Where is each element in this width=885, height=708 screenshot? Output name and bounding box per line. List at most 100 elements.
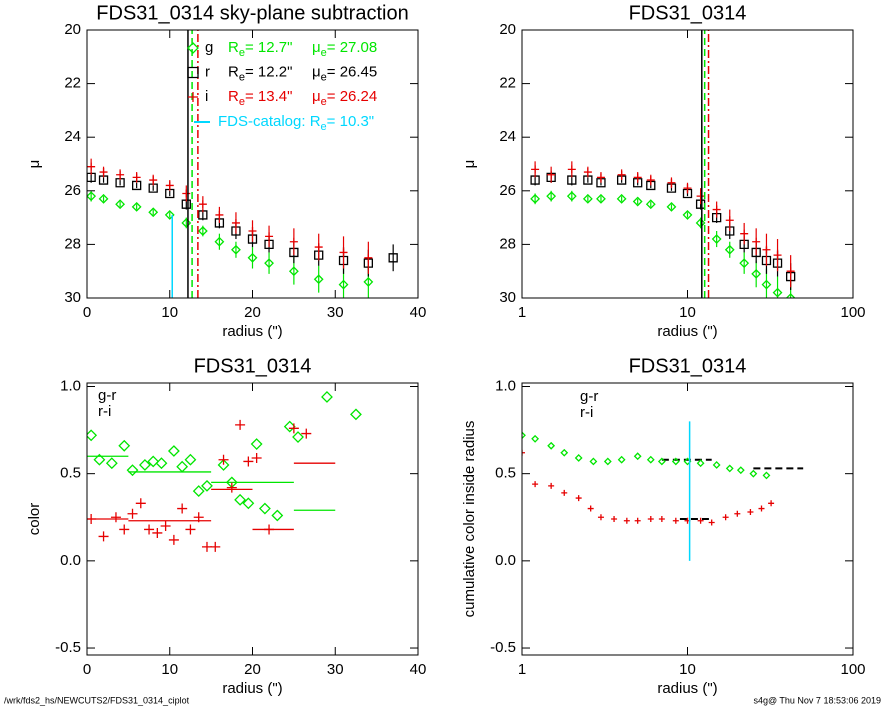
- y-axis-label: cumulative color inside radius: [461, 421, 478, 618]
- x-tick-label: 30: [327, 304, 344, 321]
- y-tick-label: 0.5: [495, 465, 516, 482]
- marker: [165, 181, 174, 190]
- y-tick-label: 28: [64, 235, 81, 252]
- marker: [616, 193, 627, 204]
- marker: [582, 193, 593, 204]
- marker: [235, 419, 246, 430]
- x-tick-label: 40: [410, 661, 427, 678]
- marker: [747, 509, 754, 516]
- marker: [762, 245, 771, 254]
- marker: [617, 170, 626, 179]
- marker: [574, 454, 583, 462]
- marker: [314, 250, 324, 260]
- marker: [736, 466, 745, 475]
- marker: [193, 512, 204, 523]
- marker: [695, 218, 706, 228]
- marker: [560, 448, 569, 457]
- marker: [288, 266, 299, 277]
- marker: [127, 508, 138, 519]
- y-tick-label: -0.5: [55, 639, 81, 656]
- y-tick-label: 1.0: [495, 377, 516, 394]
- marker: [135, 498, 146, 509]
- footer-path: /wrk/fds2_hs/NEWCUTS2/FDS31_0314_ciplot: [4, 695, 190, 705]
- y-axis-label: μ: [461, 160, 478, 169]
- marker: [739, 258, 750, 269]
- legend-text-part: = 26.24: [327, 88, 377, 105]
- y-tick-label: 24: [499, 128, 516, 145]
- marker: [722, 514, 729, 521]
- marker: [105, 457, 118, 470]
- marker: [583, 168, 592, 177]
- marker: [184, 453, 197, 466]
- legend-name: r: [205, 63, 210, 80]
- marker: [167, 445, 180, 457]
- legend-name: r-i: [98, 403, 111, 420]
- marker: [198, 200, 207, 209]
- marker: [116, 170, 125, 179]
- y-tick-label: 22: [499, 75, 516, 92]
- y-tick-label: 26: [499, 182, 516, 199]
- marker: [567, 165, 576, 174]
- marker: [321, 391, 333, 403]
- marker: [712, 205, 721, 214]
- legend-text-part: = 26.45: [327, 63, 377, 80]
- marker: [242, 497, 255, 510]
- marker: [247, 252, 258, 263]
- marker: [363, 277, 374, 287]
- marker: [264, 258, 274, 269]
- marker: [597, 514, 604, 521]
- marker: [338, 279, 349, 290]
- chart-title: FDS31_0314: [194, 355, 312, 377]
- legend-text-part: μ: [312, 88, 321, 105]
- marker: [115, 178, 125, 188]
- marker: [711, 212, 722, 223]
- marker: [177, 503, 188, 514]
- marker: [749, 469, 758, 478]
- marker: [350, 408, 362, 421]
- marker: [198, 210, 208, 220]
- x-tick-label: 20: [244, 304, 261, 321]
- marker: [616, 175, 627, 185]
- marker: [725, 216, 734, 225]
- marker: [683, 184, 692, 193]
- marker: [132, 180, 142, 191]
- x-tick-label: 10: [679, 661, 696, 678]
- marker: [248, 227, 257, 235]
- marker: [762, 471, 771, 480]
- marker: [646, 180, 656, 191]
- marker: [271, 509, 284, 522]
- marker: [768, 500, 775, 507]
- y-tick-label: 30: [64, 289, 81, 306]
- marker: [566, 191, 577, 202]
- marker: [603, 457, 612, 466]
- marker: [93, 453, 106, 466]
- marker: [589, 457, 598, 466]
- marker: [646, 176, 655, 185]
- marker: [181, 218, 192, 228]
- marker: [647, 516, 654, 522]
- marker: [596, 173, 605, 182]
- marker: [646, 455, 655, 464]
- plot-area: [87, 391, 362, 552]
- marker: [546, 191, 557, 202]
- y-tick-label: 22: [64, 75, 81, 92]
- marker: [192, 485, 205, 498]
- marker: [712, 461, 721, 469]
- marker: [247, 234, 258, 244]
- marker: [231, 226, 241, 236]
- chart-title: FDS31_0314: [629, 355, 747, 377]
- marker: [772, 258, 783, 268]
- legend-text-part: FDS-catalog: R: [218, 113, 321, 130]
- legend-text: FDS-catalog: Re= 10.3": [218, 113, 374, 133]
- marker: [185, 524, 196, 535]
- marker: [530, 193, 541, 204]
- x-axis-label: radius ("): [222, 680, 282, 697]
- x-tick-label: 10: [679, 304, 696, 321]
- marker: [751, 247, 761, 258]
- legend-text-part: = 13.4": [245, 88, 292, 105]
- marker: [301, 428, 312, 439]
- marker: [87, 429, 98, 442]
- marker: [587, 505, 594, 512]
- marker: [697, 517, 704, 524]
